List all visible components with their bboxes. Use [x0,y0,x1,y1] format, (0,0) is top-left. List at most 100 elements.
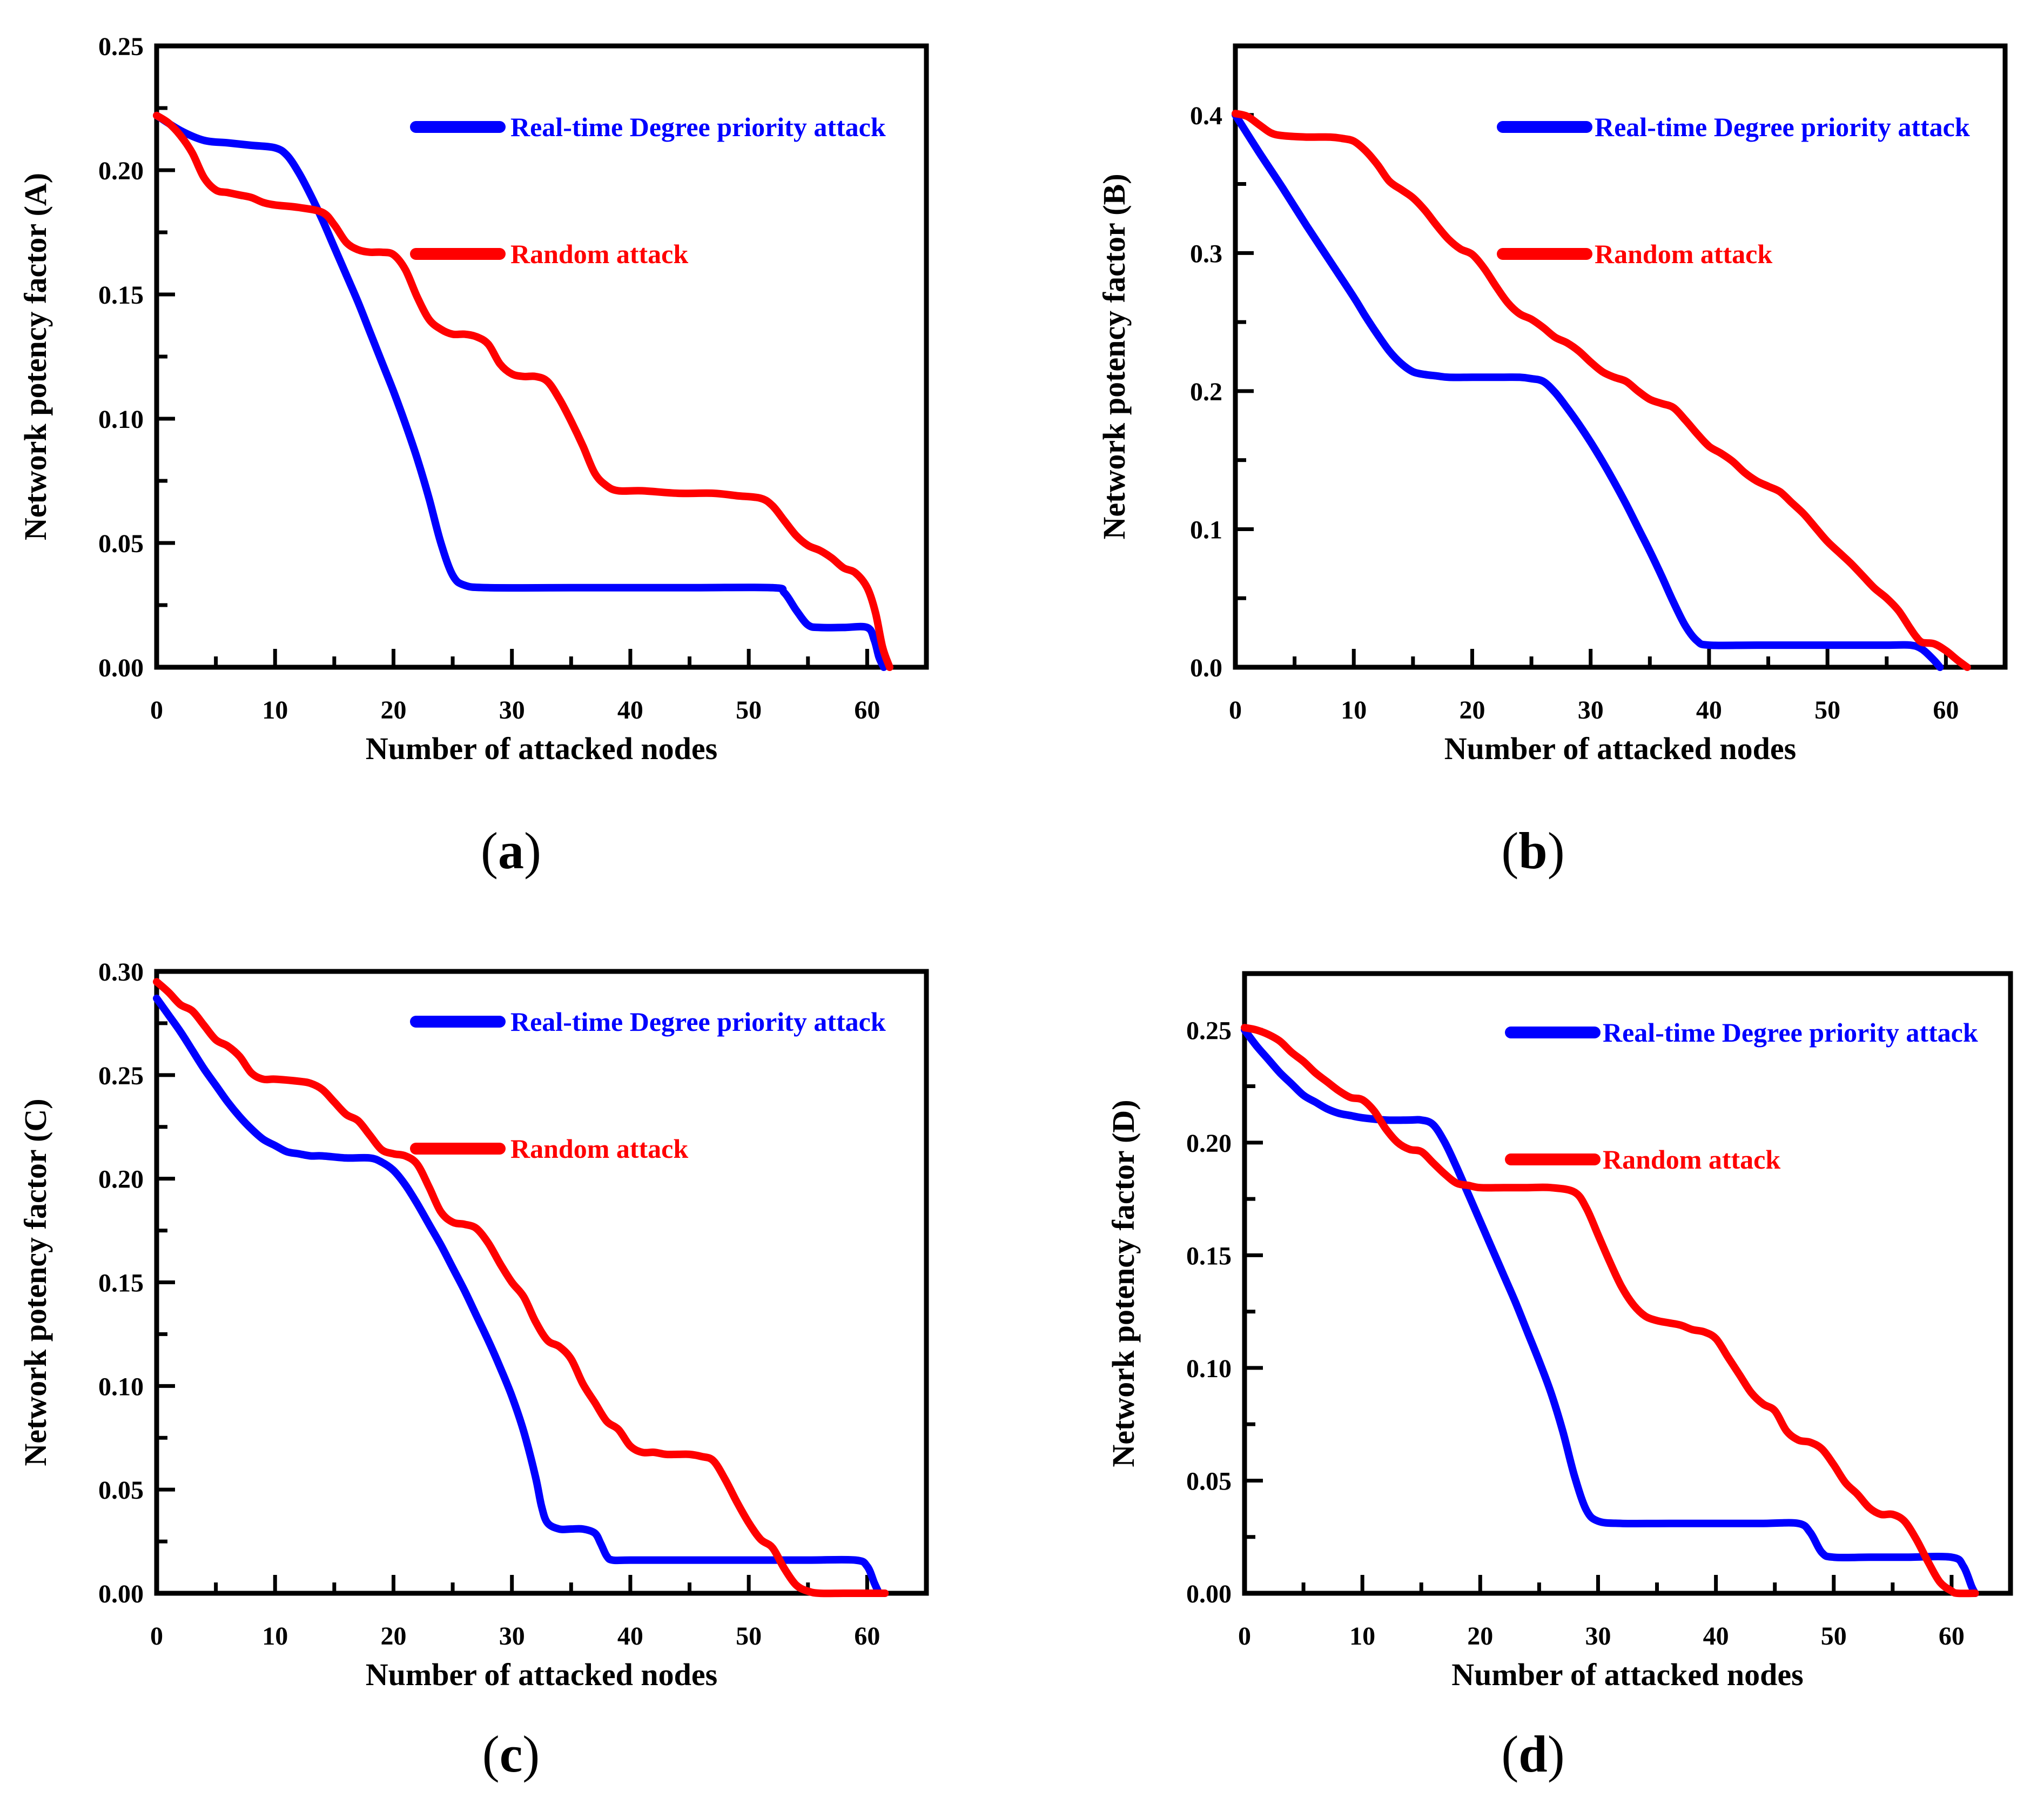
caption-b-open: ( [1501,822,1519,880]
x-tick-label: 60 [854,1622,880,1651]
y-tick-label: 0.25 [98,1062,144,1090]
x-tick-label: 10 [262,1622,288,1651]
caption-d-close: ) [1547,1725,1565,1783]
y-tick-label: 0.4 [1190,102,1222,130]
y-axis-label: Network potency factor (D) [1106,1099,1141,1467]
caption-c-open: ( [482,1725,500,1783]
caption-d-open: ( [1501,1725,1519,1783]
y-tick-label: 0.10 [98,1372,144,1401]
caption-d: (d) [1022,1714,2044,1795]
y-tick-label: 0.00 [98,654,144,682]
series-line-random-attack [1241,1024,1979,1598]
x-tick-label: 20 [1459,696,1485,725]
chart-panel-c: 0 10 20 30 40 50 60 0.00 0.05 0.10 0.15 0.20 0.25 0.3… [0,905,1022,1719]
x-tick-label: 60 [1939,1622,1965,1651]
chart-svg-b: 0 10 20 30 40 50 60 0.0 0.1 0.2 0.3 0.4 Number of at… [1097,43,2008,766]
y-tick-label: 0.30 [98,958,144,987]
y-axis-label: Network potency factor (A) [18,173,53,540]
x-tick-label: 50 [1821,1622,1847,1651]
x-tick-label: 20 [380,696,406,725]
caption-a-letter: a [498,822,524,880]
x-axis-label: Number of attacked nodes [366,731,717,766]
y-tick-label: 0.25 [1186,1016,1232,1045]
legend-label-random-attack: Random attack [510,1133,688,1164]
caption-c-letter: c [499,1725,523,1783]
y-tick-label: 0.15 [98,281,144,310]
y-tick-label: 0.05 [98,529,144,558]
y-axis-label: Network potency factor (B) [1097,173,1132,539]
series-line-priority-attack [1241,1026,1979,1597]
legend-label-priority-attack: Real-time Degree priority attack [510,1007,886,1037]
x-tick-label: 0 [150,1622,163,1651]
y-tick-label: 0.05 [98,1476,144,1505]
chart-svg-a: 0 10 20 30 40 50 60 0.00 0.05 0.10 0.15 0.20 0.25 Num… [18,32,929,766]
x-tick-label: 40 [617,1622,643,1651]
y-tick-label: 0.1 [1190,515,1222,544]
x-tick-label: 30 [1585,1622,1611,1651]
chart-svg-d: 0 10 20 30 40 50 60 0.00 0.05 0.10 0.15 0.20 0.25 Num… [1106,971,2013,1692]
legend-label-priority-attack: Real-time Degree priority attack [1595,112,1970,142]
series-line-random-attack [153,978,889,1598]
caption-c: (c) [0,1714,1022,1795]
chart-svg-c: 0 10 20 30 40 50 60 0.00 0.05 0.10 0.15 0.20 0.25 0.3… [18,958,929,1692]
series-line-random-attack [153,111,893,671]
x-tick-label: 0 [1238,1622,1251,1651]
series-line-priority-attack [1232,111,1944,671]
y-tick-label: 0.05 [1186,1467,1232,1495]
x-tick-label: 30 [499,1622,525,1651]
chart-panel-b: 0 10 20 30 40 50 60 0.0 0.1 0.2 0.3 0.4 Number of at… [1022,0,2044,813]
legend-label-random-attack: Random attack [510,239,688,269]
y-tick-label: 0.20 [1186,1129,1232,1158]
plot-frame [1233,43,2008,670]
legend-label-priority-attack: Real-time Degree priority attack [1603,1017,1978,1048]
plot-frame [1242,971,2013,1596]
x-tick-label: 30 [1578,696,1604,725]
y-tick-label: 0.15 [98,1269,144,1298]
chart-panel-a: 0 10 20 30 40 50 60 0.00 0.05 0.10 0.15 0.20 0.25 Num… [0,0,1022,813]
legend-label-random-attack: Random attack [1603,1144,1780,1175]
caption-b: (b) [1022,810,2044,891]
y-tick-label: 0.0 [1190,654,1222,682]
x-axis-label: Number of attacked nodes [1444,731,1796,766]
x-tick-label: 0 [1229,696,1242,725]
caption-b-close: ) [1547,822,1565,880]
caption-a-open: ( [481,822,498,880]
x-tick-label: 0 [150,696,163,725]
caption-c-close: ) [522,1725,540,1783]
y-tick-label: 0.3 [1190,239,1222,268]
caption-b-letter: b [1518,822,1548,880]
x-tick-label: 50 [736,696,762,725]
y-tick-label: 0.00 [98,1580,144,1608]
x-tick-label: 40 [1703,1622,1729,1651]
x-axis-label: Number of attacked nodes [366,1657,717,1692]
x-tick-label: 10 [1341,696,1367,725]
x-tick-label: 50 [1814,696,1840,725]
series-line-random-attack [1232,110,1971,671]
x-tick-label: 20 [1467,1622,1493,1651]
y-tick-label: 0.00 [1186,1580,1232,1608]
legend-label-priority-attack: Real-time Degree priority attack [510,112,886,142]
x-axis-label: Number of attacked nodes [1451,1657,1803,1692]
y-tick-label: 0.20 [98,157,144,185]
x-tick-label: 50 [736,1622,762,1651]
series-line-priority-attack [153,111,888,671]
y-tick-label: 0.10 [1186,1354,1232,1383]
y-tick-label: 0.15 [1186,1242,1232,1270]
x-tick-label: 30 [499,696,525,725]
caption-a: (a) [0,810,1022,891]
y-tick-label: 0.10 [98,405,144,434]
x-tick-label: 10 [1349,1622,1375,1651]
x-tick-label: 60 [1933,696,1959,725]
caption-d-letter: d [1518,1725,1548,1783]
y-axis-label: Network potency factor (C) [18,1098,53,1466]
y-tick-label: 0.20 [98,1165,144,1194]
x-tick-label: 60 [854,696,880,725]
chart-panel-d: 0 10 20 30 40 50 60 0.00 0.05 0.10 0.15 0.20 0.25 Num… [1022,905,2044,1719]
series-line-priority-attack [153,994,883,1597]
caption-a-close: ) [524,822,541,880]
y-tick-label: 0.25 [98,32,144,61]
x-tick-label: 40 [617,696,643,725]
x-tick-label: 10 [262,696,288,725]
x-tick-label: 40 [1696,696,1722,725]
legend-label-random-attack: Random attack [1595,239,1772,269]
